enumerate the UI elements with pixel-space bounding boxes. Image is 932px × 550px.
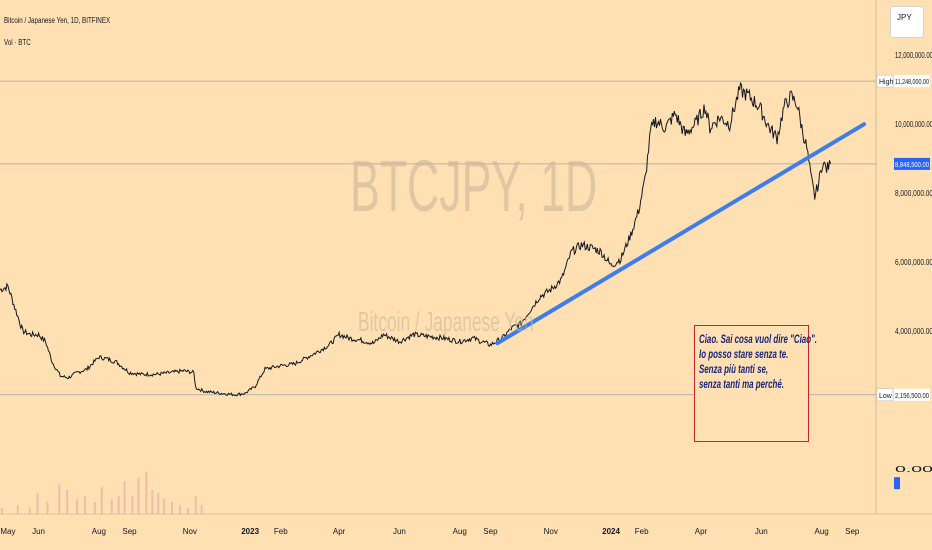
x-tick-label: 2024 [602,527,620,536]
x-tick-label: Apr [695,527,708,536]
x-tick-label: Jun [393,527,406,536]
x-tick-label: Sep [122,527,137,536]
volume-bar [186,508,189,514]
volume-bar [36,493,39,514]
x-tick-label: Apr [333,527,346,536]
volume-bar [131,496,134,514]
price-line [0,81,831,397]
note-annotation[interactable]: Ciao. Sai cosa vuol dire "Ciao". Io poss… [694,325,817,442]
y-tick-label: 4,000,000.00 [895,327,932,336]
volume-bar [16,505,19,514]
volume-bar [110,499,113,514]
volume-bar [93,502,96,514]
x-tick-label: May [0,527,15,536]
y-tick-label: 12,000,000.00 [895,51,932,60]
note-line: senza tanti ma perché. [699,377,784,391]
note-line: Io posso stare senza te. [699,347,789,361]
x-tick-label: Jun [32,527,45,536]
volume-bar [171,502,174,514]
volume-bars [0,472,203,514]
x-tick-label: Aug [453,527,467,536]
x-tick-label: Sep [483,527,498,536]
volume-bar [178,505,181,514]
price-series [0,81,831,397]
volume-bar [84,496,87,514]
x-tick-label: Sep [845,527,860,536]
volume-bar [163,499,166,514]
volume-bar [151,490,154,514]
x-tick-label: 2023 [241,527,259,536]
low-value-label: 2,156,500.00 [895,391,929,400]
trendline-group [495,122,867,346]
note-line: Ciao. Sai cosa vuol dire "Ciao". [699,332,817,346]
y-tick-label: 8,000,000.00 [895,189,932,198]
volume-bar [76,499,79,514]
low-tag-label: Low [879,393,893,400]
watermark-symbol: BTCJPY, 1D [350,147,598,227]
x-tick-label: Jun [755,527,768,536]
trendline [495,122,867,346]
y-tick-label: 6,000,000.00 [895,258,932,267]
volume-bar [145,472,148,514]
volume-bar [28,508,31,514]
low-tag [876,388,894,402]
y-tick-label: 10,000,000.00 [895,120,932,129]
volume-bar [200,505,203,514]
price-axis-background [876,0,932,550]
x-tick-label: Aug [815,527,829,536]
symbol-title[interactable]: Bitcoin / Japanese Yen, 1D, BITFINEX [4,16,111,25]
volume-bar [46,502,49,514]
volume-bar [66,490,69,514]
volume-bar [117,496,120,514]
high-value-label: 11,248,000.00 [895,77,929,86]
y-tick-label: 0.00 [895,465,932,474]
high-tag [876,74,894,88]
time-axis: May Jun Aug Sep Nov 2023 Feb Apr Jun Aug Sep Nov 202… [0,513,932,550]
x-tick-label: Nov [183,527,197,536]
volume-value-badge [894,477,900,490]
low-value-badge [894,388,930,401]
price-axis: 0.00 4,000,000.00 6,000,000.00 8,000,000.00… [875,0,932,550]
volume-bar [0,508,3,514]
volume-bar [58,484,61,514]
last-price-value-label: 8,848,500.00 [895,160,929,169]
x-tick-label: Feb [635,527,649,536]
high-tag-label: High [879,79,894,86]
volume-bar [194,496,197,514]
volume-bar [157,493,160,514]
volume-bar [123,481,126,514]
x-tick-label: Feb [274,527,288,536]
volume-indicator-label[interactable]: Vol · BTC [4,38,31,47]
currency-button[interactable]: JPY [890,6,924,38]
x-tick-label: Nov [544,527,558,536]
volume-bar [100,487,103,514]
volume-bar [137,478,140,514]
x-tick-label: Aug [92,527,106,536]
last-price-value-badge [894,157,930,170]
time-axis-background [0,514,932,550]
watermark-name: Bitcoin / Japanese Yen [358,306,534,337]
high-value-badge [894,75,930,88]
note-line: Senza più tanti se, [699,362,769,376]
